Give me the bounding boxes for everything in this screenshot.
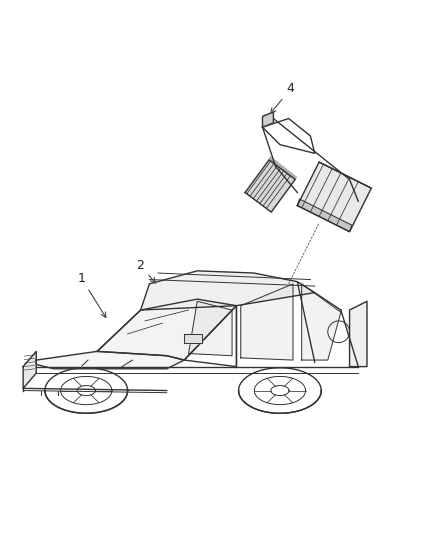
Polygon shape — [97, 299, 237, 360]
Polygon shape — [241, 284, 293, 360]
Polygon shape — [297, 162, 371, 232]
Polygon shape — [269, 157, 297, 180]
Polygon shape — [184, 334, 201, 343]
Polygon shape — [36, 351, 184, 369]
Polygon shape — [188, 301, 232, 356]
Polygon shape — [141, 271, 315, 310]
Text: 2: 2 — [136, 259, 155, 283]
Text: 7: 7 — [333, 191, 349, 211]
Text: 1: 1 — [78, 272, 106, 318]
Polygon shape — [262, 112, 273, 127]
Polygon shape — [245, 160, 295, 212]
Polygon shape — [297, 199, 352, 232]
Polygon shape — [350, 301, 367, 367]
Polygon shape — [302, 284, 341, 360]
Polygon shape — [23, 351, 36, 389]
Text: 5: 5 — [258, 183, 267, 206]
Text: 4: 4 — [271, 83, 294, 113]
